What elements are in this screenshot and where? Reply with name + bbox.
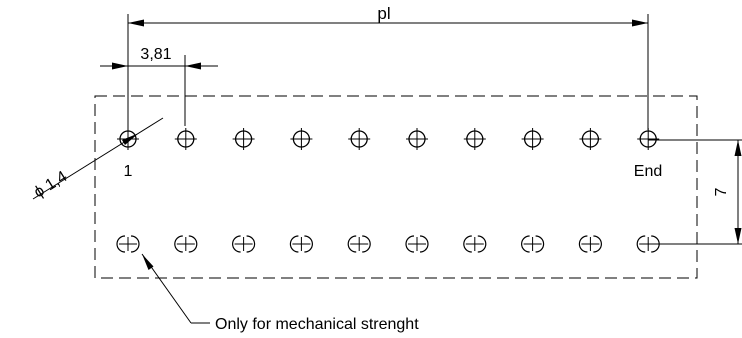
pin-hole [174,128,197,150]
pin-hole [521,128,544,150]
mechanical-pin [347,235,371,253]
last-pin-label: End [634,163,662,180]
mechanical-pin [578,235,602,253]
diameter-label: ϕ 1,4 [31,168,70,201]
component-outline [94,95,698,279]
mechanical-pin [405,235,429,253]
mechanical-pin [521,235,545,253]
mechanical-pin [232,235,256,253]
lower-pin-row [116,235,660,253]
pl-dimension [127,14,649,130]
note-label: Only for mechanical strenght [215,316,419,333]
upper-pin-row [117,128,660,150]
mechanical-pin [463,235,487,253]
pl-label: pl [377,4,390,23]
mechanical-pin [116,235,140,253]
pin-hole [637,128,660,150]
first-pin-label: 1 [124,163,133,180]
pin-hole [463,128,486,150]
mechanical-pin [289,235,313,253]
pin-hole [579,128,602,150]
pin-hole [232,128,255,150]
pin-hole [348,128,371,150]
pin-hole [290,128,313,150]
row-spacing-label: 7 [713,187,730,196]
pitch-label: 3,81 [140,46,171,63]
note-leader [141,253,210,324]
pin-hole [117,128,139,150]
pitch-dimension [100,55,218,126]
mechanical-pin [174,235,198,253]
pin-hole [406,128,428,150]
row-spacing-dimension [648,139,742,245]
